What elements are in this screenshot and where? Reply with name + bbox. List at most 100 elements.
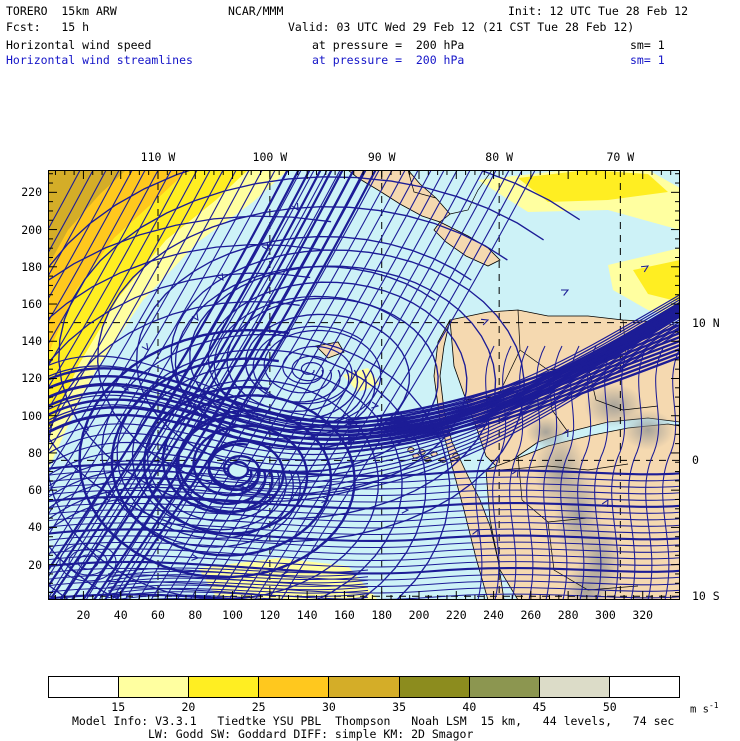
streamline (48, 170, 185, 411)
streamline-arrow (371, 401, 380, 409)
streamline (267, 170, 523, 600)
streamline (213, 295, 400, 428)
streamline-arrow (480, 318, 490, 326)
model-info-line1: Model Info: V3.3.1 Tiedtke YSU PBL Thomp… (72, 714, 675, 728)
streamline (645, 345, 665, 600)
x-tick-180: 180 (371, 608, 393, 622)
terrain-shading-6 (566, 562, 606, 600)
streamline-arrow (511, 468, 519, 478)
streamline (48, 170, 581, 543)
streamline-arrow (321, 496, 330, 504)
x-tick-300: 300 (595, 608, 616, 622)
streamline (594, 345, 614, 600)
x-tick-240: 240 (483, 608, 504, 622)
streamline (107, 591, 369, 599)
streamline (137, 170, 393, 600)
streamline (48, 302, 680, 424)
streamline (48, 243, 427, 600)
x-tick-320: 320 (632, 608, 654, 622)
forecast-hour: Fcst: 15 h (6, 20, 90, 34)
x-tick-100: 100 (222, 608, 243, 622)
y-tick-100: 100 (21, 408, 42, 423)
streamline (48, 170, 172, 389)
field1-smoothing: sm= 1 (630, 38, 665, 52)
colorbar-segment-0 (49, 677, 120, 697)
streamline-arrow (261, 242, 269, 252)
streamline (48, 215, 451, 600)
lon-label: 70 W (606, 150, 635, 164)
x-tick-120: 120 (259, 608, 281, 622)
streamline (291, 355, 328, 382)
model-info-line2: LW: Godd SW: Goddard DIFF: simple KM: 2D… (148, 727, 474, 741)
streamline (48, 272, 403, 600)
colorbar-tick-35: 35 (392, 700, 407, 714)
streamline (560, 345, 580, 600)
streamline (48, 483, 680, 497)
streamline (48, 587, 680, 600)
colorbar-segment-7 (539, 677, 610, 697)
eddy-southwest (59, 542, 117, 582)
speed-colorbar (48, 676, 680, 698)
streamline (48, 170, 146, 346)
streamline-arrow (291, 202, 299, 212)
streamline (110, 357, 333, 557)
y-tick-200: 200 (21, 222, 42, 237)
lat-label: 10 S (692, 589, 720, 604)
streamline (135, 235, 472, 474)
streamline (662, 346, 680, 600)
y-tick-220: 220 (21, 185, 42, 200)
streamline (48, 528, 680, 543)
streamline (526, 345, 546, 600)
streamline (176, 170, 432, 600)
streamline (347, 323, 680, 422)
streamline-arrow (640, 265, 650, 273)
streamline-arrow (421, 411, 430, 419)
streamline-arrow (560, 289, 570, 296)
y-tick-140: 140 (21, 334, 42, 349)
terrain-shading-5 (526, 416, 566, 448)
streamline-arrow (472, 528, 479, 538)
field1-name: Horizontal wind speed (6, 38, 152, 52)
border-7 (547, 521, 639, 591)
streamline (347, 327, 680, 426)
streamline (150, 170, 406, 600)
streamline (577, 345, 597, 600)
streamline (48, 170, 94, 255)
streamline (215, 170, 471, 600)
streamline (347, 351, 680, 450)
streamline (492, 345, 512, 600)
streamline (475, 345, 495, 600)
colorbar-segment-3 (259, 677, 330, 697)
colorbar-tick-30: 30 (321, 700, 336, 714)
streamline (48, 170, 159, 368)
streamline (124, 170, 380, 600)
streamline (107, 570, 369, 578)
streamline (48, 509, 680, 523)
lon-label: 100 W (252, 150, 288, 164)
field2-level: at pressure = 200 hPa (312, 53, 465, 67)
x-tick-160: 160 (334, 608, 355, 622)
streamline (254, 170, 510, 600)
streamline (628, 345, 648, 600)
y-tick-20: 20 (28, 557, 42, 572)
streamline (107, 581, 369, 589)
x-tick-40: 40 (113, 608, 128, 622)
streamline-arrow (161, 443, 169, 451)
border-6 (517, 455, 589, 523)
streamline-arrow (341, 415, 350, 423)
speed-band-2 (48, 170, 188, 356)
streamline-arrow (600, 355, 610, 362)
y-tick-40: 40 (28, 520, 42, 535)
lon-label: 80 W (485, 150, 514, 164)
streamline (48, 170, 133, 323)
streamline-arrow (241, 485, 250, 493)
x-tick-140: 140 (296, 608, 318, 622)
streamline (48, 170, 211, 454)
colorbar-segment-2 (189, 677, 260, 697)
streamline (347, 355, 680, 454)
y-tick-80: 80 (28, 445, 42, 460)
colorbar-segment-8 (609, 677, 679, 697)
streamline (48, 318, 680, 477)
colorbar-tick-15: 15 (111, 700, 126, 714)
